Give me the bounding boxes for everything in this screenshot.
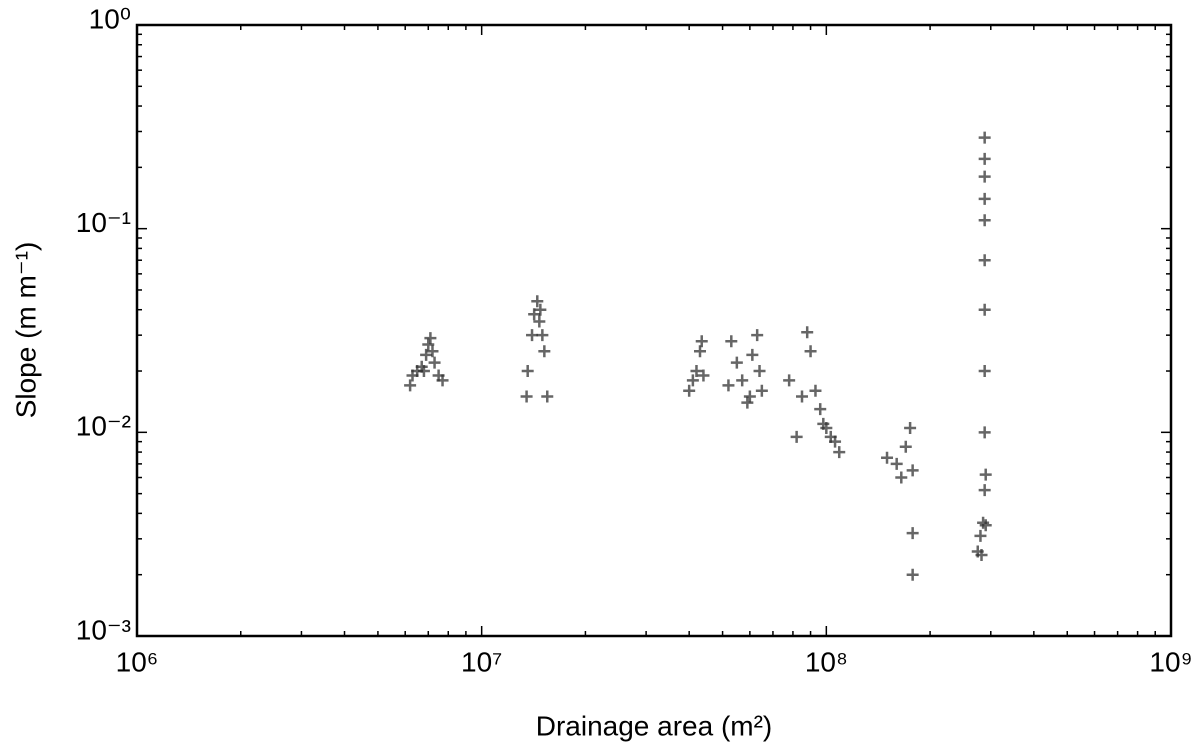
data-point bbox=[890, 457, 903, 470]
data-point bbox=[978, 214, 991, 227]
data-point bbox=[979, 468, 992, 481]
y-tick-label: 10⁰ bbox=[89, 3, 131, 34]
data-point bbox=[694, 345, 707, 358]
data-point bbox=[906, 527, 919, 540]
data-point bbox=[906, 568, 919, 581]
data-point bbox=[783, 374, 796, 387]
data-point bbox=[424, 332, 437, 345]
data-point bbox=[686, 374, 699, 387]
data-point bbox=[736, 374, 749, 387]
data-point bbox=[521, 365, 534, 378]
data-point bbox=[428, 356, 441, 369]
data-point bbox=[426, 345, 439, 358]
data-point bbox=[533, 315, 546, 328]
plot-frame bbox=[135, 23, 1173, 638]
data-point bbox=[722, 379, 735, 392]
data-point bbox=[751, 329, 764, 342]
data-point bbox=[977, 516, 990, 529]
data-point bbox=[526, 329, 539, 342]
x-tick-label: 10⁶ bbox=[116, 646, 159, 677]
data-point bbox=[978, 152, 991, 165]
data-point bbox=[404, 379, 417, 392]
data-point bbox=[520, 390, 533, 403]
data-point bbox=[814, 403, 827, 416]
data-point bbox=[741, 396, 754, 409]
data-point bbox=[820, 422, 833, 435]
data-point bbox=[534, 303, 547, 316]
data-point bbox=[979, 519, 992, 532]
data-point bbox=[809, 384, 822, 397]
data-point bbox=[538, 345, 551, 358]
data-point bbox=[755, 384, 768, 397]
data-point bbox=[790, 430, 803, 443]
data-point bbox=[801, 326, 814, 339]
data-point bbox=[436, 374, 449, 387]
data-point bbox=[725, 335, 738, 348]
x-tick-label: 10⁹ bbox=[1149, 646, 1192, 677]
data-point bbox=[978, 192, 991, 205]
x-tick-label: 10⁷ bbox=[461, 646, 502, 677]
y-axis-label: Slope (m m⁻¹) bbox=[10, 242, 41, 419]
data-point bbox=[796, 390, 809, 403]
data-point bbox=[417, 365, 430, 378]
data-point bbox=[536, 329, 549, 342]
data-point bbox=[881, 451, 894, 464]
data-point bbox=[975, 548, 988, 561]
data-point bbox=[978, 131, 991, 144]
data-point bbox=[895, 471, 908, 484]
data-point bbox=[695, 335, 708, 348]
data-point bbox=[974, 529, 987, 542]
y-tick-label: 10⁻² bbox=[76, 411, 131, 442]
data-point bbox=[978, 254, 991, 267]
data-point bbox=[422, 338, 435, 351]
data-point bbox=[978, 170, 991, 183]
data-point bbox=[746, 348, 759, 361]
data-point bbox=[690, 365, 703, 378]
data-point bbox=[978, 426, 991, 439]
y-tick-label: 10⁻³ bbox=[76, 614, 131, 645]
data-point bbox=[420, 348, 433, 361]
data-point bbox=[697, 369, 710, 382]
data-point bbox=[541, 390, 554, 403]
data-point bbox=[528, 308, 541, 321]
data-point bbox=[743, 390, 756, 403]
y-tick-label: 10⁻¹ bbox=[76, 207, 131, 238]
data-point bbox=[531, 295, 544, 308]
data-point bbox=[899, 440, 912, 453]
data-point bbox=[904, 422, 917, 435]
data-point bbox=[683, 384, 696, 397]
data-point bbox=[906, 464, 919, 477]
x-axis-label: Drainage area (m²) bbox=[536, 710, 773, 741]
data-point bbox=[978, 484, 991, 497]
data-point bbox=[833, 446, 846, 459]
data-point bbox=[978, 303, 991, 316]
x-tick-label: 10⁸ bbox=[805, 646, 848, 677]
data-point bbox=[753, 365, 766, 378]
data-point bbox=[978, 365, 991, 378]
data-point bbox=[829, 435, 842, 448]
data-point bbox=[804, 345, 817, 358]
data-point bbox=[730, 356, 743, 369]
